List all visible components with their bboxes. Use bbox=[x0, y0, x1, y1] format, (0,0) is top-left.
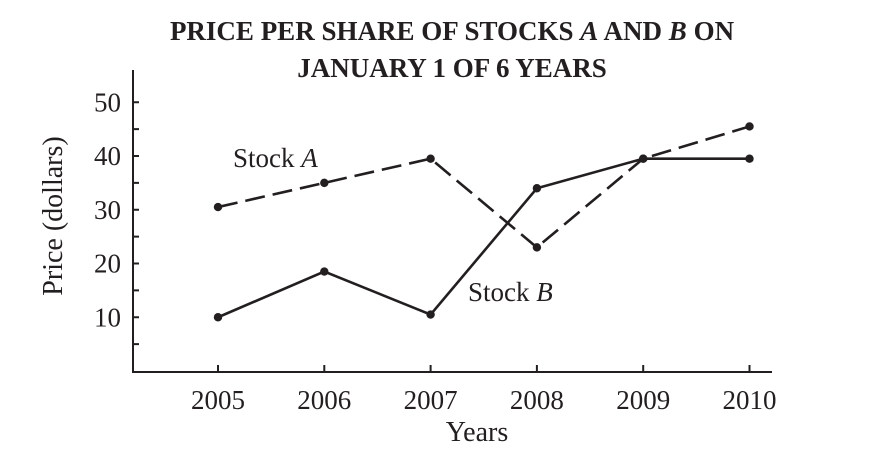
x-tick-label: 2010 bbox=[723, 385, 777, 415]
y-tick-label: 50 bbox=[94, 87, 121, 117]
y-tick-label: 10 bbox=[94, 302, 121, 332]
data-point-stock-a bbox=[426, 154, 435, 163]
data-point-stock-b bbox=[745, 154, 754, 163]
x-axis-label: Years bbox=[446, 417, 509, 448]
series-label-stock-b: Stock B bbox=[468, 277, 553, 307]
data-point-stock-b bbox=[320, 267, 329, 276]
data-point-stock-a bbox=[320, 178, 329, 188]
series-line-stock-b bbox=[217, 157, 750, 319]
data-point-stock-b bbox=[532, 184, 542, 193]
chart-title-line-2: JANUARY 1 OF 6 YEARS bbox=[297, 53, 607, 83]
chart-axes bbox=[132, 70, 772, 373]
y-axis-ticks: 10 20 30 40 50 bbox=[94, 87, 139, 346]
series-line-stock-a bbox=[217, 125, 750, 250]
x-axis-ticks: 2005 2006 2007 2008 2009 2010 bbox=[191, 365, 777, 415]
y-axis-label: Price (dollars) bbox=[38, 136, 69, 295]
series-layer bbox=[213, 122, 754, 322]
x-tick-label: 2009 bbox=[616, 385, 670, 415]
series-label-stock-a: Stock A bbox=[233, 143, 318, 173]
x-tick-label: 2007 bbox=[404, 385, 458, 415]
data-point-stock-a bbox=[532, 243, 542, 252]
data-point-stock-b bbox=[426, 310, 435, 319]
x-tick-label: 2008 bbox=[510, 385, 564, 415]
data-point-stock-b bbox=[639, 154, 648, 163]
y-tick-label: 20 bbox=[94, 249, 121, 279]
data-point-stock-a bbox=[213, 202, 223, 212]
x-tick-label: 2005 bbox=[191, 385, 245, 415]
x-tick-label: 2006 bbox=[297, 385, 351, 415]
data-point-stock-a bbox=[745, 122, 754, 131]
y-tick-label: 40 bbox=[94, 141, 121, 171]
data-point-stock-b bbox=[213, 313, 223, 322]
chart-title-line-1: PRICE PER SHARE OF STOCKS A AND B ON bbox=[170, 16, 735, 46]
y-tick-label: 30 bbox=[94, 195, 121, 225]
